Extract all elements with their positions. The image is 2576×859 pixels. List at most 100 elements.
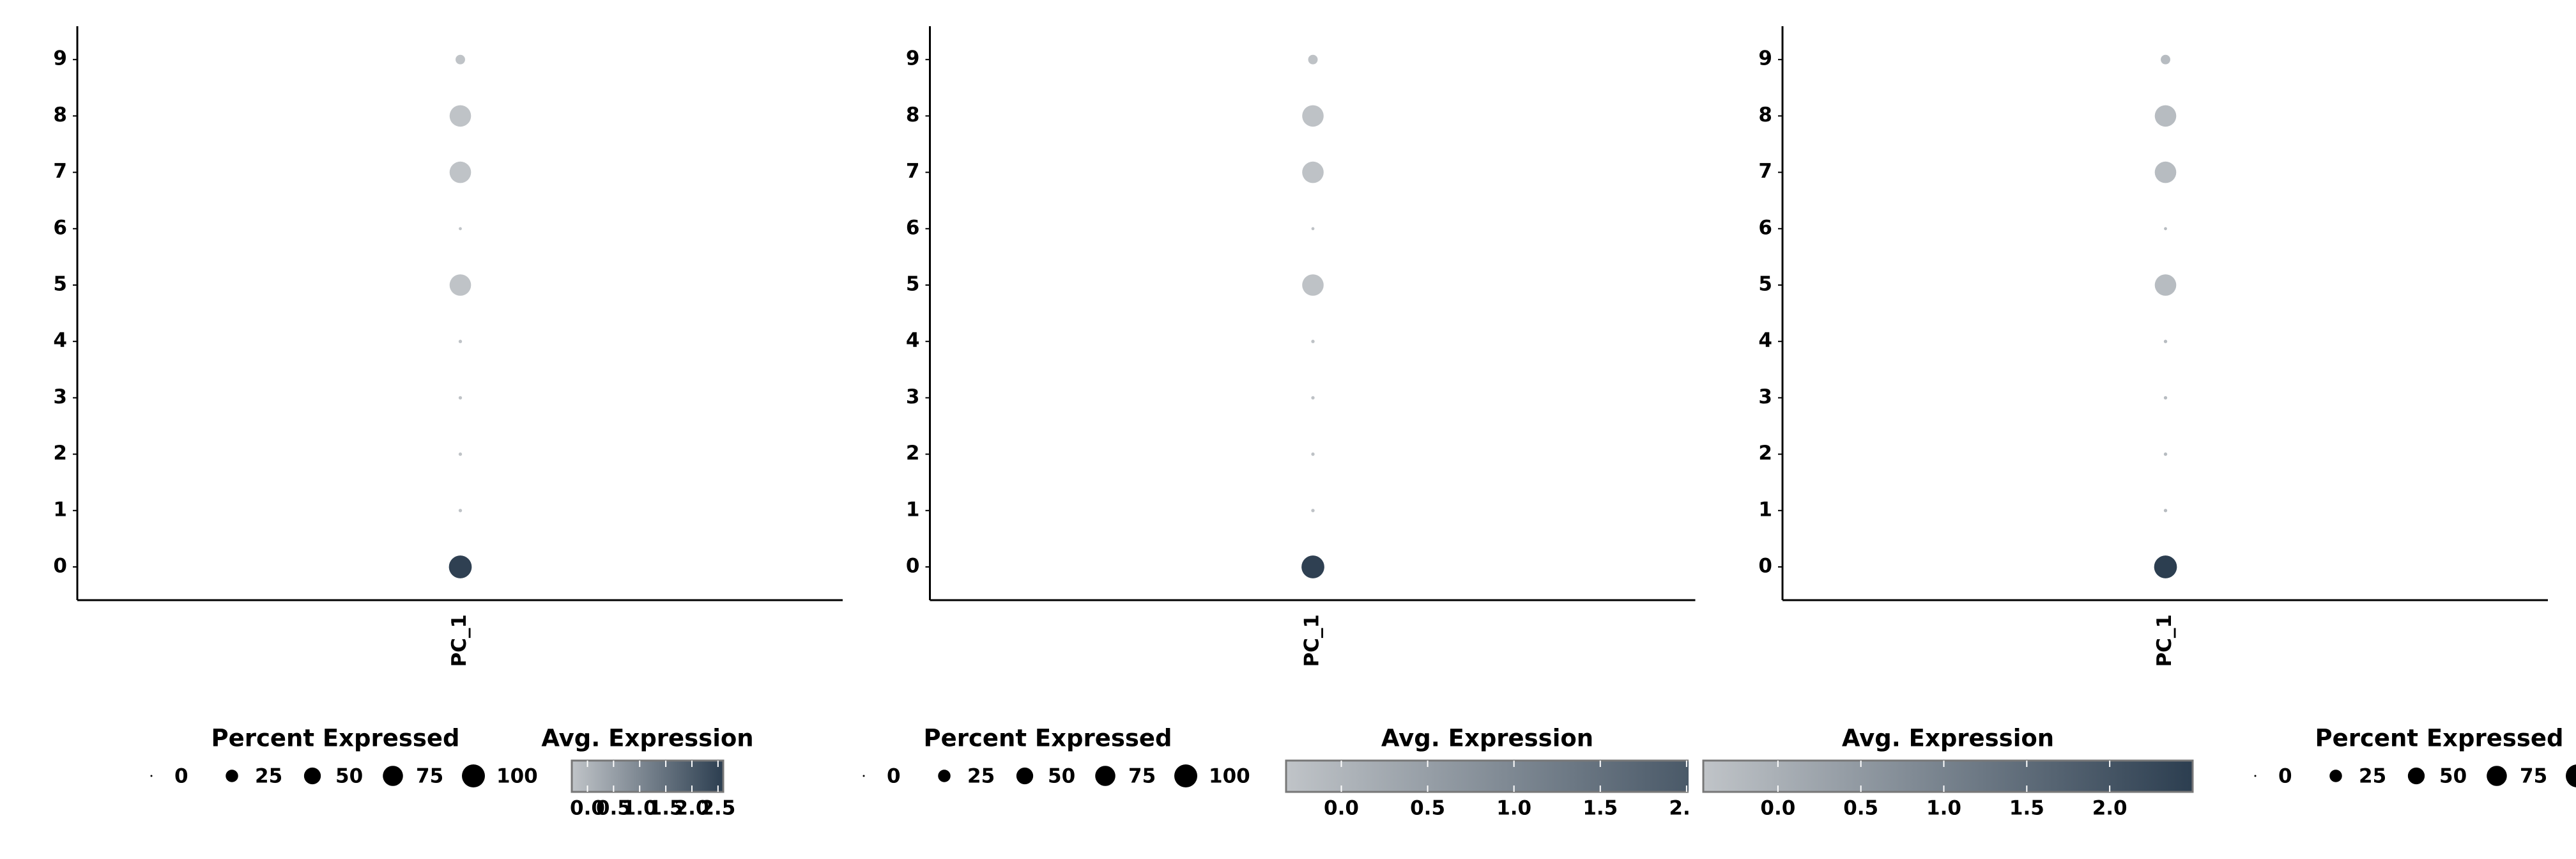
dot	[1311, 227, 1315, 231]
legend-label: 75	[1128, 765, 1156, 788]
colorbar-label: 0.5	[1843, 797, 1878, 820]
colorbar-label: 1.0	[1926, 797, 1961, 820]
legend-label: 50	[2439, 765, 2467, 788]
dot	[458, 396, 463, 400]
y-tick-label: 6	[53, 216, 67, 239]
colorbar-label: 1.5	[648, 797, 684, 820]
y-tick-label: 3	[906, 385, 920, 408]
legend-label: 25	[967, 765, 995, 788]
dot	[459, 227, 462, 231]
legend-dot	[150, 775, 153, 777]
y-tick-label: 5	[906, 273, 920, 296]
legend-title: Percent Expressed	[2315, 725, 2564, 752]
legend-label: 75	[416, 765, 443, 788]
dot	[458, 339, 463, 343]
legend-label: 50	[335, 765, 363, 788]
colorbar-label: 1.5	[2009, 797, 2044, 820]
colorbar-label: 1.0	[622, 797, 657, 820]
legend-dot	[2487, 766, 2507, 786]
x-tick-label: PC_1	[448, 614, 471, 667]
colorbar-label: 0.0	[1760, 797, 1795, 820]
dot	[449, 274, 471, 296]
dot	[2161, 54, 2170, 65]
colorbar-label: 0.0	[570, 797, 605, 820]
dot	[1308, 54, 1318, 65]
y-tick-label: 4	[53, 329, 67, 352]
colorbar-label: 2.0	[1669, 797, 1704, 820]
y-tick-label: 2	[1758, 442, 1772, 465]
legend-dot	[462, 764, 485, 787]
color-legend: Avg. Expression 0.0 0.5 1.0 1.5 2.0	[1702, 725, 2194, 820]
y-tick-label: 0	[906, 555, 920, 578]
dot	[458, 452, 463, 456]
y-tick-label: 9	[906, 47, 920, 70]
y-tick-label: 4	[906, 329, 920, 352]
y-tick-label: 5	[1758, 273, 1772, 296]
dot	[2164, 227, 2167, 231]
legend-label: 25	[255, 765, 282, 788]
legend-title: Percent Expressed	[924, 725, 1172, 752]
dot	[1301, 555, 1324, 578]
y-tick-label: 2	[53, 442, 67, 465]
legend-label: 0	[174, 765, 188, 788]
y-tick-label: 7	[53, 160, 67, 183]
y-tick-label: 9	[1758, 47, 1772, 70]
y-tick-label: 0	[53, 555, 67, 578]
dot	[456, 54, 465, 65]
y-tick-label: 7	[906, 160, 920, 183]
y-tick-label: 1	[53, 498, 67, 521]
legend-dot	[1174, 764, 1197, 787]
legend-dot	[303, 767, 321, 785]
y-tick-label: 8	[1758, 104, 1772, 127]
dot	[1311, 339, 1315, 343]
dot	[2154, 274, 2177, 296]
y-tick-label: 1	[906, 498, 920, 521]
panel: 0 1 2 3 4 5 6 7 8 9 PC_1 Percent Expressed 0 25 50 75 10…	[53, 26, 843, 820]
y-tick-label: 8	[53, 104, 67, 127]
legend-label: 75	[2520, 765, 2547, 788]
y-tick-label: 2	[906, 442, 920, 465]
legend-title: Avg. Expression	[1842, 725, 2054, 752]
colorbar-label: 0.0	[1324, 797, 1359, 820]
dot	[2154, 161, 2177, 183]
colorbar-label: 0.5	[596, 797, 631, 820]
dot	[449, 105, 471, 127]
legend-dot	[938, 770, 951, 782]
legend-title: Avg. Expression	[541, 725, 753, 752]
colorbar-label: 2.5	[700, 797, 735, 820]
color-legend: Avg. Expression 0.0 0.5 1.0 1.5 2.0	[1285, 725, 1704, 820]
y-tick-label: 8	[906, 104, 920, 127]
y-tick-label: 7	[1758, 160, 1772, 183]
legend-dot	[2254, 775, 2257, 777]
dot	[2163, 452, 2168, 456]
legend-label: 0	[887, 765, 901, 788]
legend-label: 100	[496, 765, 538, 788]
y-tick-label: 3	[1758, 385, 1772, 408]
dot	[1302, 161, 1324, 183]
legend-dot	[2407, 767, 2425, 785]
dot	[448, 555, 472, 578]
y-tick-label: 9	[53, 47, 67, 70]
legend-dot	[226, 770, 238, 782]
legend-dot	[2566, 764, 2576, 787]
legend-dot	[1016, 767, 1034, 785]
dot	[2163, 509, 2168, 513]
y-tick-label: 4	[1758, 329, 1772, 352]
colorbar-label: 0.5	[1410, 797, 1445, 820]
x-tick-label: PC_1	[2153, 614, 2176, 667]
y-tick-label: 3	[53, 385, 67, 408]
dot	[1302, 274, 1324, 296]
dot	[458, 509, 463, 513]
legend-dot	[2329, 770, 2342, 782]
dot	[2154, 555, 2177, 578]
legend-label: 0	[2278, 765, 2292, 788]
dot	[1311, 509, 1315, 513]
color-legend: Avg. Expression 0.00.51.01.52.02.5	[541, 725, 753, 820]
legend-dot	[862, 775, 865, 777]
y-tick-label: 1	[1758, 498, 1772, 521]
legend-label: 25	[2359, 765, 2386, 788]
dot	[2163, 396, 2168, 400]
colorbar-label: 2.0	[2092, 797, 2128, 820]
colorbar	[571, 759, 724, 793]
